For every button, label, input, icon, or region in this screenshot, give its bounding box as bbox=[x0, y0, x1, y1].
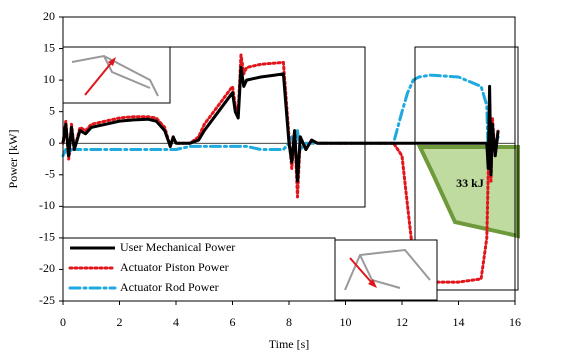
y-tick-label: 10 bbox=[43, 72, 55, 86]
chart: -25 -20 -15 -10 -5 0 5 10 15 20 0 2 4 6 8 10 12 14 16 33 k… bbox=[0, 0, 562, 358]
y-axis-title: Power [kW] bbox=[6, 130, 20, 189]
x-tick-label: 2 bbox=[117, 315, 123, 329]
x-tick-label: 12 bbox=[396, 315, 408, 329]
y-tick-label: -10 bbox=[39, 198, 55, 212]
legend-label: Actuator Piston Power bbox=[120, 260, 229, 274]
x-tick-label: 6 bbox=[230, 315, 236, 329]
x-tick-label: 8 bbox=[286, 315, 292, 329]
legend-label: User Mechanical Power bbox=[120, 240, 235, 254]
y-tick-label: 0 bbox=[49, 135, 55, 149]
y-tick-label: 20 bbox=[43, 9, 55, 23]
x-tick-label: 0 bbox=[60, 315, 66, 329]
x-tick-label: 4 bbox=[173, 315, 179, 329]
legend-label: Actuator Rod Power bbox=[120, 280, 219, 294]
x-axis-title: Time [s] bbox=[269, 337, 310, 351]
x-tick-label: 10 bbox=[340, 315, 352, 329]
y-tick-label: -5 bbox=[45, 167, 55, 181]
y-tick-label: -15 bbox=[39, 230, 55, 244]
inset-image bbox=[335, 240, 437, 300]
annotation: 33 kJ bbox=[456, 176, 484, 190]
y-tick-label: 5 bbox=[49, 103, 55, 117]
y-tick-label: -20 bbox=[39, 261, 55, 275]
x-tick-label: 16 bbox=[509, 315, 521, 329]
y-tick-label: -25 bbox=[39, 293, 55, 307]
y-tick-label: 15 bbox=[43, 40, 55, 54]
x-tick-label: 14 bbox=[453, 315, 465, 329]
inset-image bbox=[63, 47, 170, 103]
